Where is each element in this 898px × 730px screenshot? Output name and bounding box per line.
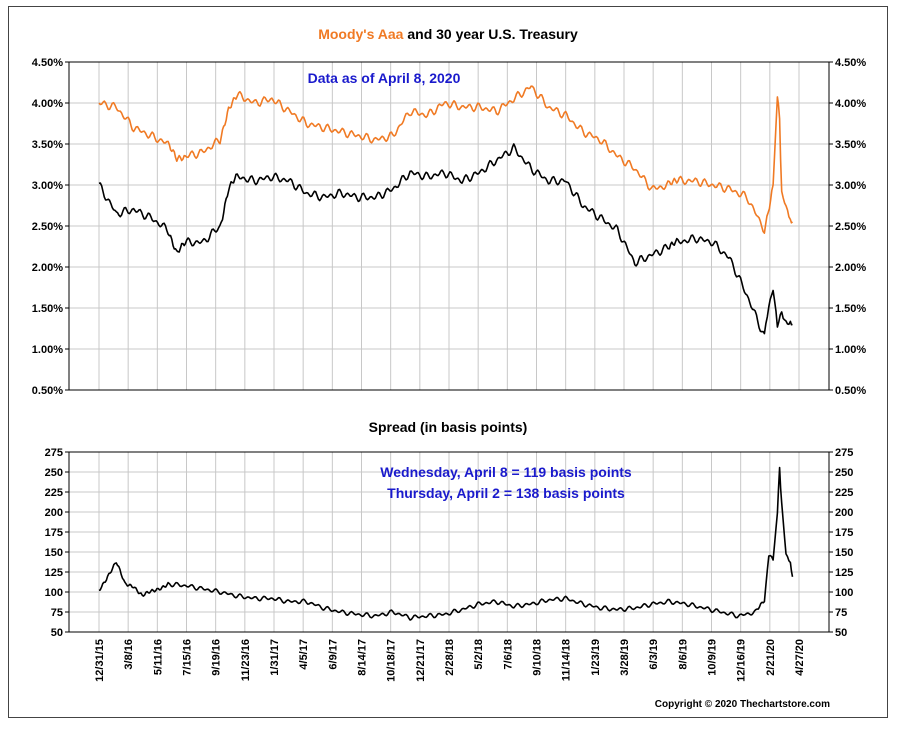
top-ytick-label-left: 1.50% bbox=[32, 303, 63, 315]
bottom-ytick-label-right: 50 bbox=[835, 627, 847, 639]
bottom-ytick-label-right: 275 bbox=[835, 447, 853, 459]
x-date-label: 8/6/19 bbox=[677, 639, 689, 670]
x-date-label: 3/28/19 bbox=[619, 639, 631, 676]
bottom-ytick-label-left: 250 bbox=[45, 467, 63, 479]
bottom-ytick-label-left: 275 bbox=[45, 447, 63, 459]
x-date-label: 5/2/18 bbox=[473, 639, 485, 670]
bottom-ytick-label-right: 75 bbox=[835, 607, 847, 619]
x-date-label: 12/31/15 bbox=[94, 639, 106, 682]
x-date-label: 4/5/17 bbox=[298, 639, 310, 670]
top-ytick-label-right: 3.50% bbox=[835, 139, 866, 151]
top-plot-area: 0.50% 1.00% 1.50% 2.00% 2.50% 3.00% 3.50% 4.00%… bbox=[32, 57, 867, 397]
top-title-moodys: Moody's Aaa bbox=[318, 26, 403, 42]
top-ytick-label-left: 1.00% bbox=[32, 344, 63, 356]
top-ytick-label-right: 3.00% bbox=[835, 180, 866, 192]
top-ytick-label-left: 3.00% bbox=[32, 180, 63, 192]
bottom-plot-border bbox=[68, 451, 830, 633]
top-y-axis-left: 0.50% 1.00% 1.50% 2.00% 2.50% 3.00% 3.50% 4.00%… bbox=[32, 57, 69, 397]
top-title-treasury: and 30 year U.S. Treasury bbox=[403, 26, 578, 42]
bottom-ytick-label-left: 50 bbox=[51, 627, 63, 639]
x-date-label: 5/11/16 bbox=[152, 639, 164, 675]
copyright-text: Copyright © 2020 Thechartstore.com bbox=[655, 699, 830, 710]
bottom-ytick-label-left: 200 bbox=[45, 507, 63, 519]
bottom-ytick-label-right: 100 bbox=[835, 587, 853, 599]
bottom-ytick-label-left: 75 bbox=[51, 607, 63, 619]
bottom-annotation-wednesday: Wednesday, April 8 = 119 basis points bbox=[380, 464, 632, 480]
bottom-ytick-label-right: 225 bbox=[835, 487, 853, 499]
bottom-ytick-label-left: 125 bbox=[45, 567, 63, 579]
top-ytick-label-left: 3.50% bbox=[32, 139, 63, 151]
top-ytick-label-left: 4.00% bbox=[32, 98, 63, 110]
x-date-label: 6/3/19 bbox=[648, 639, 660, 670]
x-date-label: 1/23/19 bbox=[590, 639, 602, 676]
x-date-label: 4/27/20 bbox=[794, 639, 806, 676]
x-date-label: 1/31/17 bbox=[269, 639, 281, 676]
bottom-ytick-label-left: 150 bbox=[45, 547, 63, 559]
bottom-ytick-label-right: 200 bbox=[835, 507, 853, 519]
top-chart-title: Moody's Aaa and 30 year U.S. Treasury bbox=[318, 26, 578, 42]
top-ytick-label-right: 4.00% bbox=[835, 98, 866, 110]
x-date-label: 7/6/18 bbox=[502, 639, 514, 670]
top-series-30-year-u-s-treasury bbox=[98, 143, 793, 335]
top-ytick-label-right: 1.50% bbox=[835, 303, 866, 315]
chart-frame: Moody's Aaa and 30 year U.S. Treasury 0.… bbox=[8, 6, 888, 718]
bottom-ytick-label-right: 125 bbox=[835, 567, 853, 579]
x-date-label: 7/15/16 bbox=[182, 639, 194, 676]
bottom-annotation-thursday: Thursday, April 2 = 138 basis points bbox=[387, 485, 625, 501]
top-ytick-label-right: 2.50% bbox=[835, 221, 866, 233]
top-ytick-label-left: 2.00% bbox=[32, 262, 63, 274]
top-annotation: Data as of April 8, 2020 bbox=[308, 70, 461, 86]
chart-svg: Moody's Aaa and 30 year U.S. Treasury 0.… bbox=[32, 26, 867, 710]
bottom-y-axis-left: 50 75 100 125 150 175 200 225 250 275 bbox=[45, 447, 69, 639]
x-date-label: 3/8/16 bbox=[123, 639, 135, 670]
top-series-moody-s-aaa bbox=[98, 85, 794, 234]
top-grid bbox=[69, 61, 829, 391]
bottom-plot-area: 50 75 100 125 150 175 200 225 250 275 50 75 100 125 1… bbox=[45, 447, 854, 639]
bottom-ytick-label-right: 150 bbox=[835, 547, 853, 559]
x-date-label: 11/14/18 bbox=[561, 639, 573, 681]
x-date-label: 2/28/18 bbox=[444, 639, 456, 676]
x-date-label: 2/21/20 bbox=[765, 639, 777, 676]
x-date-label: 11/23/16 bbox=[240, 639, 252, 681]
x-date-label: 10/9/19 bbox=[707, 639, 719, 676]
x-date-label: 12/16/19 bbox=[736, 639, 748, 682]
x-date-label: 9/10/18 bbox=[532, 639, 544, 676]
top-series-lines bbox=[98, 85, 794, 335]
bottom-ytick-label-left: 225 bbox=[45, 487, 63, 499]
x-axis-date-labels: 12/31/15 3/8/16 5/11/16 7/15/16 9/19/16 11/23… bbox=[94, 639, 806, 682]
x-date-label: 8/14/17 bbox=[357, 639, 369, 676]
top-ytick-label-right: 4.50% bbox=[835, 57, 866, 69]
bottom-ytick-label-right: 175 bbox=[835, 527, 853, 539]
bottom-ytick-label-right: 250 bbox=[835, 467, 853, 479]
top-ytick-label-right: 1.00% bbox=[835, 344, 866, 356]
x-date-label: 6/9/17 bbox=[327, 639, 339, 670]
x-date-label: 10/18/17 bbox=[386, 639, 398, 682]
top-ytick-label-left: 0.50% bbox=[32, 385, 63, 397]
x-date-label: 9/19/16 bbox=[211, 639, 223, 676]
bottom-chart-title: Spread (in basis points) bbox=[369, 419, 528, 435]
top-ytick-label-left: 4.50% bbox=[32, 57, 63, 69]
bottom-y-axis-right: 50 75 100 125 150 175 200 225 250 275 bbox=[829, 447, 853, 639]
bottom-series-spread bbox=[98, 466, 794, 621]
top-ytick-label-right: 2.00% bbox=[835, 262, 866, 274]
top-y-axis-right: 0.50% 1.00% 1.50% 2.00% 2.50% 3.00% 3.50% 4.00%… bbox=[829, 57, 866, 397]
top-ytick-label-right: 0.50% bbox=[835, 385, 866, 397]
x-date-label: 12/21/17 bbox=[415, 639, 427, 682]
top-ytick-label-left: 2.50% bbox=[32, 221, 63, 233]
bottom-ytick-label-left: 100 bbox=[45, 587, 63, 599]
bottom-ytick-label-left: 175 bbox=[45, 527, 63, 539]
bottom-series-lines bbox=[98, 466, 794, 621]
